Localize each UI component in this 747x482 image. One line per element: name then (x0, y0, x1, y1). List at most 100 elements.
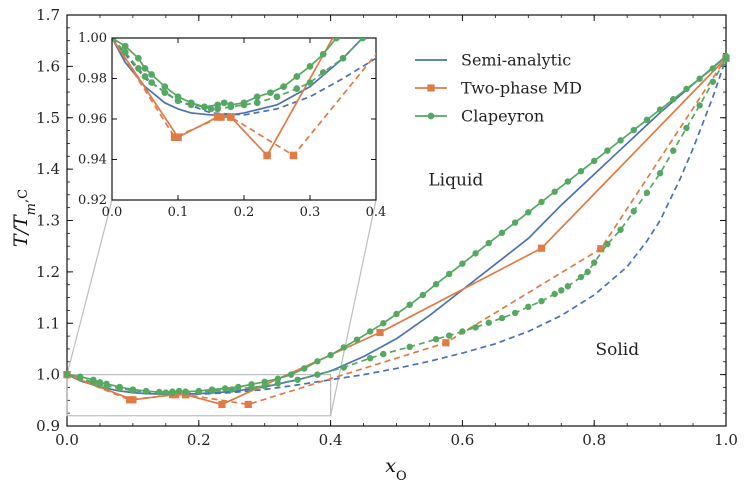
inset-data-point-circle (306, 62, 314, 70)
inset-data-point-square (289, 151, 298, 160)
main-data-point-circle (564, 178, 572, 185)
main-data-point-circle (459, 260, 466, 267)
y-tick-label: 1.7 (36, 6, 60, 24)
main-data-point-circle (340, 344, 347, 351)
main-data-point-circle (683, 85, 690, 93)
main-series-line-two-phase-md-solidus (66, 57, 727, 406)
inset-background (111, 37, 377, 201)
main-data-point-circle (498, 314, 506, 322)
main-data-point-circle (406, 301, 413, 308)
inset-zoom-guide (66, 199, 377, 417)
inset-data-point-circle (121, 48, 129, 56)
main-data-point-circle (617, 226, 624, 233)
main-series-group (63, 52, 730, 409)
main-data-point-circle (485, 239, 492, 247)
main-data-point-square (244, 400, 252, 409)
y-tick-label: 1.0 (36, 366, 60, 384)
main-data-point-circle (630, 126, 637, 134)
main-x-ticks: 0.0 0.2 0.4 0.6 0.8 1.0 (55, 15, 738, 449)
inset-data-point-circle (141, 65, 149, 72)
main-data-point-circle (142, 388, 150, 395)
y-axis-label: T/Tm,C (10, 189, 39, 247)
main-y-ticks: 0.9 1.0 1.1 1.2 1.3 1.4 1.5 1.6 1.7 (36, 6, 726, 435)
inset-series-group (112, 38, 376, 160)
main-data-point-circle (116, 385, 123, 392)
main-data-point-circle (406, 343, 413, 351)
zoom-connector-left (66, 199, 113, 375)
main-data-point-circle (485, 319, 492, 326)
inset-series-line-two-phase-md-liquidus (112, 38, 334, 157)
y-tick-label: 1.2 (36, 263, 60, 281)
inset-data-point-circle (253, 93, 261, 101)
main-data-point-circle (670, 147, 677, 154)
main-data-point-circle (525, 209, 532, 216)
main-data-point-circle (446, 332, 453, 339)
main-data-point-circle (294, 376, 301, 383)
inset-data-point-circle (220, 99, 228, 107)
main-data-point-circle (169, 389, 176, 396)
inset-data-point-circle (214, 105, 221, 113)
inset-series-line-clapeyron-liquidus (112, 38, 338, 108)
main-data-point-circle (129, 387, 137, 394)
main-data-point-circle (722, 55, 730, 62)
main-data-point-circle (274, 375, 282, 382)
main-data-point-circle (577, 273, 585, 281)
x-tick-label: 0.2 (187, 431, 211, 449)
inset-data-point-square (217, 113, 225, 121)
inset-y-tick-label: 1.00 (78, 31, 107, 46)
inset-data-point-circle (187, 101, 195, 109)
x-tick-label: 0.6 (450, 431, 474, 449)
legend-label: Two-phase MD (461, 79, 582, 98)
inset-data-point-circle (141, 73, 149, 80)
main-data-point-circle (353, 336, 361, 343)
inset-y-ticks: 0.92 0.94 0.96 0.98 1.00 (78, 31, 376, 208)
main-data-point-circle (228, 386, 235, 393)
inset-x-tick-label: 0.4 (366, 205, 387, 220)
main-data-point-circle (670, 96, 677, 103)
main-data-point-circle (538, 198, 545, 206)
main-data-point-circle (538, 297, 545, 305)
main-data-point-circle (274, 380, 282, 387)
inset-data-point-circle (273, 93, 281, 101)
main-data-point-circle (63, 371, 71, 378)
inset-series-line-semi-analytic-liquidus (112, 38, 364, 116)
main-data-point-circle (162, 389, 170, 396)
main-data-point-circle (551, 188, 558, 195)
legend-marker-circle (427, 112, 435, 120)
inset-series-line-semi-analytic-solidus (112, 38, 376, 116)
main-data-point-circle (591, 259, 598, 266)
x-tick-label: 1.0 (714, 431, 738, 449)
inset-data-point-circle (293, 73, 301, 80)
main-data-point-circle (327, 351, 334, 359)
legend-marker-square (427, 84, 435, 92)
main-data-point-circle (76, 375, 84, 382)
main-data-point-circle (683, 124, 690, 132)
main-data-point-square (172, 391, 180, 399)
zoom-connector-right (330, 199, 377, 416)
main-data-point-circle (96, 381, 104, 388)
inset-data-point-circle (174, 97, 182, 105)
x-tick-label: 0.8 (582, 431, 606, 449)
main-data-point-square (537, 244, 546, 252)
main-data-point-circle (182, 388, 189, 396)
inset-data-point-circle (148, 79, 155, 86)
liquid-annotation: Liquid (428, 170, 483, 190)
main-data-point-circle (591, 157, 598, 165)
main-data-point-circle (103, 382, 110, 390)
main-data-point-circle (261, 382, 268, 390)
inset-data-point-circle (253, 99, 261, 107)
main-data-point-circle (380, 320, 387, 327)
main-data-point-circle (248, 384, 255, 391)
inset-data-point-circle (333, 38, 340, 42)
main-data-point-circle (643, 116, 651, 124)
legend-label: Clapeyron (461, 107, 544, 126)
y-tick-label: 1.5 (36, 109, 60, 127)
inset-data-point-circle (306, 79, 314, 86)
inset-y-tick-label: 0.92 (78, 193, 107, 208)
inset-y-tick-label: 0.98 (78, 72, 107, 87)
inset-data-point-square (263, 151, 271, 160)
main-data-point-circle (156, 388, 163, 396)
main-data-point-circle (446, 270, 453, 278)
main-data-point-square (376, 328, 384, 337)
